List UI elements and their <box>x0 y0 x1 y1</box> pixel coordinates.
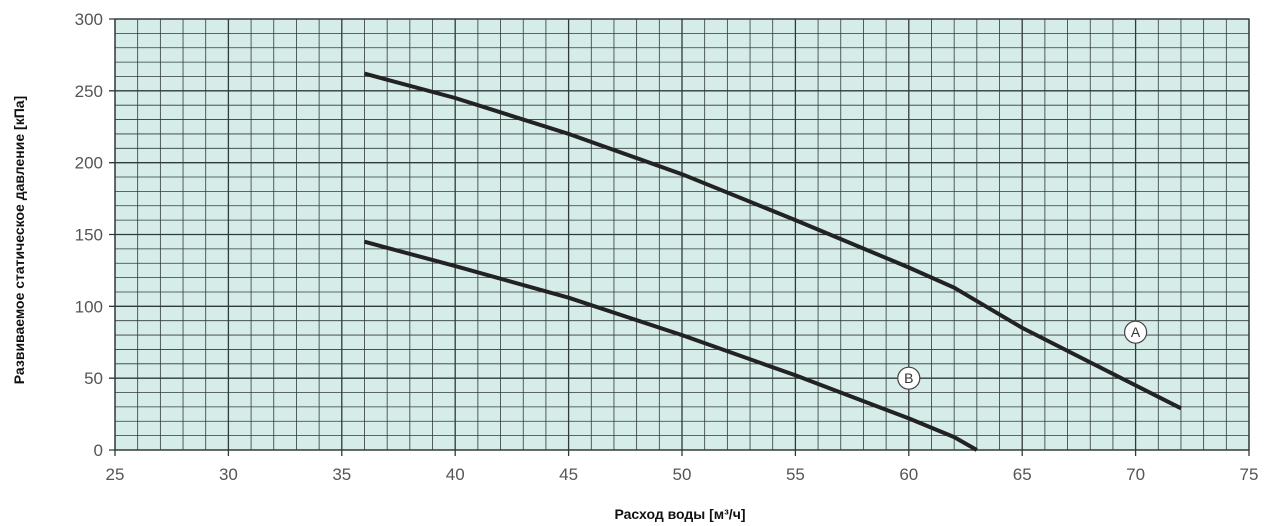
y-tick-label: 100 <box>75 297 103 316</box>
y-axis-title: Развиваемое статическое давление [кПа] <box>11 96 27 384</box>
series-label-text: A <box>1131 324 1141 340</box>
series-label-circle <box>1123 320 1148 344</box>
series-label-b: B <box>897 366 921 390</box>
x-tick-label: 65 <box>1013 465 1032 484</box>
x-tick-label: 40 <box>446 465 465 484</box>
x-axis-tick-labels: 25 30 35 40 45 50 55 60 65 70 75 <box>106 465 1259 484</box>
series-layer <box>363 71 1182 452</box>
y-tick-label: 200 <box>75 154 103 173</box>
series-label-a: A <box>1123 320 1148 344</box>
series-label-circle <box>897 366 921 390</box>
series-line-a <box>363 71 1182 411</box>
y-tick-label: 150 <box>75 226 103 245</box>
y-tick-label: 0 <box>94 441 103 460</box>
plot-frame <box>114 18 1250 451</box>
series-line-b <box>363 239 978 452</box>
x-tick-label: 45 <box>559 465 578 484</box>
x-tick-label: 60 <box>899 465 918 484</box>
x-tick-label: 25 <box>106 465 125 484</box>
x-axis-title: Расход воды [м³/ч] <box>614 506 745 522</box>
y-tick-label: 50 <box>84 369 103 388</box>
series-labels: AB <box>897 320 1148 390</box>
x-tick-label: 55 <box>786 465 805 484</box>
x-tick-label: 30 <box>219 465 238 484</box>
y-tick-label: 250 <box>75 82 103 101</box>
x-tick-label: 35 <box>332 465 351 484</box>
y-axis-tick-labels: 0 50 100 150 200 250 300 <box>75 10 103 460</box>
x-tick-label: 50 <box>673 465 692 484</box>
x-tick-label: 70 <box>1126 465 1145 484</box>
series-label-text: B <box>904 370 913 386</box>
y-tick-label: 300 <box>75 10 103 29</box>
x-tick-label: 75 <box>1240 465 1259 484</box>
